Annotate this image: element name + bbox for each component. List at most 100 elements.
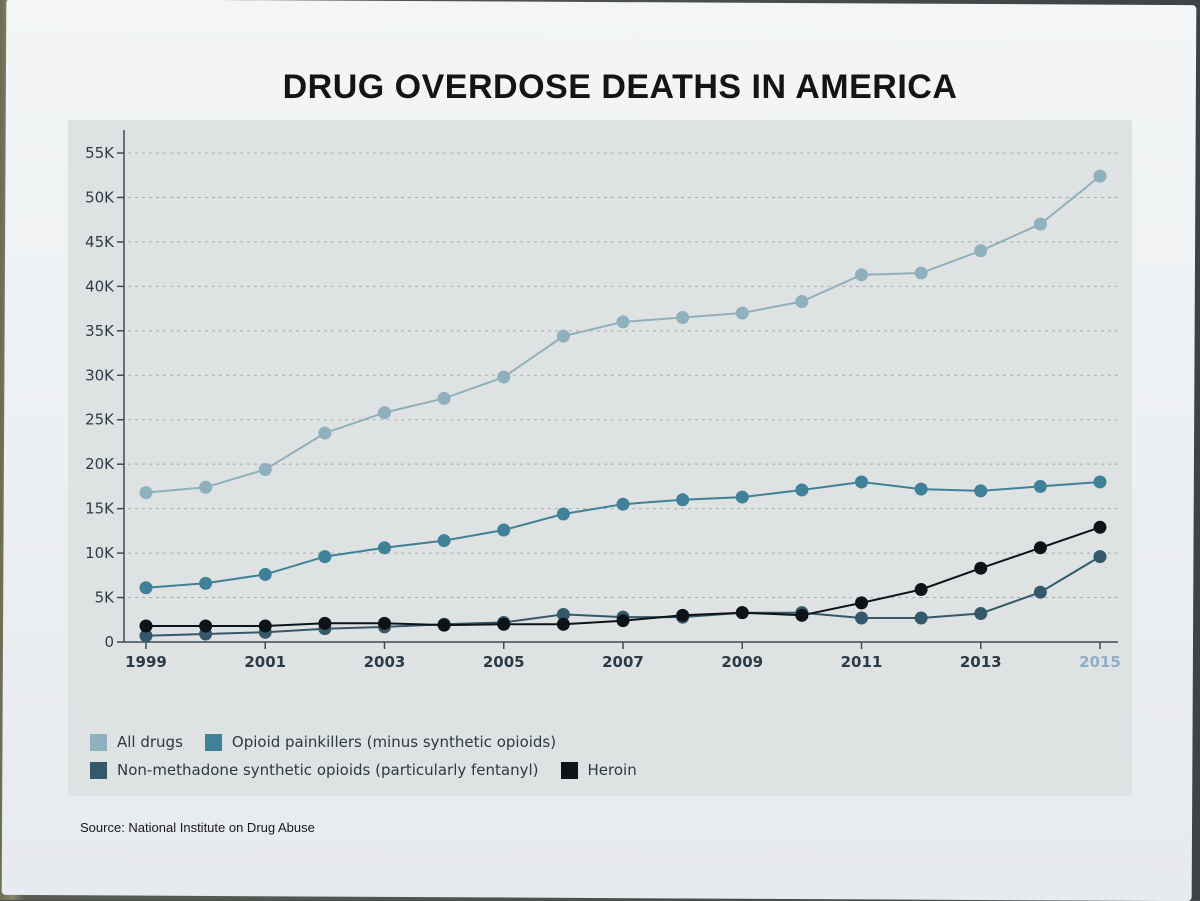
data-point [1033,585,1047,599]
data-point [1093,169,1107,183]
data-point [735,490,749,504]
legend-label-synthetic-opioids: Non-methadone synthetic opioids (particu… [117,761,539,779]
data-point [795,608,809,622]
legend-item-opioid-painkillers: Opioid painkillers (minus synthetic opio… [204,733,557,751]
data-point [795,294,809,308]
y-tick-label: 50K [85,188,115,206]
data-point [139,581,153,595]
legend-swatch-synthetic-opioids [90,761,107,779]
y-tick-label: 15K [85,500,115,518]
y-tick-label: 45K [85,233,115,251]
data-point [139,629,153,643]
data-point [855,596,868,610]
legend-item-all-drugs: All drugs [90,733,183,751]
data-point [974,561,988,575]
legend-label-opioid-painkillers: Opioid painkillers (minus synthetic opio… [231,733,557,751]
data-point [1093,475,1107,489]
axes: 0 5K 10K 15K 20K 25K 30K 35K 40K 45K 50K 55K 1999 200… [85,130,1121,671]
data-point [199,576,213,590]
x-tick-label: 2001 [244,653,286,671]
data-point [139,619,153,633]
y-tick-label: 55K [85,144,115,162]
data-point [676,608,690,622]
x-tick-label: 2005 [483,653,525,671]
data-point [258,463,272,477]
data-point [616,614,630,628]
x-tick-label: 2013 [960,653,1002,671]
gridlines [128,152,1118,599]
x-tick-label: 2011 [841,653,883,671]
x-tick-label: 2015 [1079,653,1121,671]
legend-row-1: All drugs Opioid painkillers (minus synt… [90,728,990,756]
x-tick-label: 2003 [364,653,406,671]
y-tick-label: 30K [85,366,115,384]
data-point [318,550,332,564]
data-point [795,483,809,497]
data-point [676,310,690,324]
data-point [556,329,570,343]
data-point [974,484,988,498]
data-point [616,315,630,329]
legend-label-all-drugs: All drugs [117,733,183,751]
data-point [556,607,570,621]
data-point [855,611,868,625]
legend-swatch-all-drugs [90,733,107,751]
legend-swatch-opioid-painkillers [204,733,222,751]
data-point [139,486,153,500]
data-point [735,606,749,620]
legend-item-heroin: Heroin [560,761,637,779]
data-point [1093,550,1107,564]
legend-row-2: Non-methadone synthetic opioids (particu… [90,756,990,784]
data-point [914,266,928,280]
y-tick-label: 35K [85,322,115,340]
data-point [437,391,451,405]
y-tick-label: 5K [95,589,116,607]
source-note: Source: National Institute on Drug Abuse [80,820,315,835]
y-tick-label: 20K [85,455,115,473]
data-point [437,534,451,548]
chart-legend: All drugs Opioid painkillers (minus synt… [90,728,990,784]
data-point [556,507,570,521]
data-point [974,607,988,621]
data-point [437,618,451,632]
y-tick-label: 40K [85,277,115,295]
data-point [914,482,928,496]
y-tick-label: 10K [85,544,115,562]
data-point [318,616,332,630]
y-tick-label: 0 [104,633,114,651]
x-tick-label: 2007 [602,653,644,671]
data-point [676,493,690,507]
data-points [139,169,1107,643]
data-point [914,611,928,625]
data-point [378,406,391,420]
x-tick-label: 2009 [721,653,763,671]
data-point [378,541,391,555]
chart-panel [68,120,1132,796]
legend-item-synthetic-opioids: Non-methadone synthetic opioids (particu… [90,761,539,779]
series-line-0 [145,175,1101,494]
data-point [378,616,391,630]
data-point [497,523,511,537]
data-point [735,306,749,320]
data-point [914,583,928,597]
data-point [1033,479,1047,493]
data-point [199,619,213,633]
x-tick-label: 1999 [125,653,167,671]
y-tick-label: 25K [85,411,115,429]
data-point [258,619,272,633]
data-point [258,567,272,581]
legend-label-heroin: Heroin [587,761,637,779]
legend-swatch-heroin [560,761,578,779]
series-lines [145,175,1101,637]
data-point [616,497,630,511]
data-point [556,617,570,631]
data-point [855,268,868,282]
data-point [497,370,511,384]
data-point [1033,541,1047,555]
data-point [1033,217,1047,231]
page-title: DRUG OVERDOSE DEATHS IN AMERICA [282,68,958,106]
data-point [318,426,332,440]
data-point [497,617,511,631]
data-point [855,475,868,489]
